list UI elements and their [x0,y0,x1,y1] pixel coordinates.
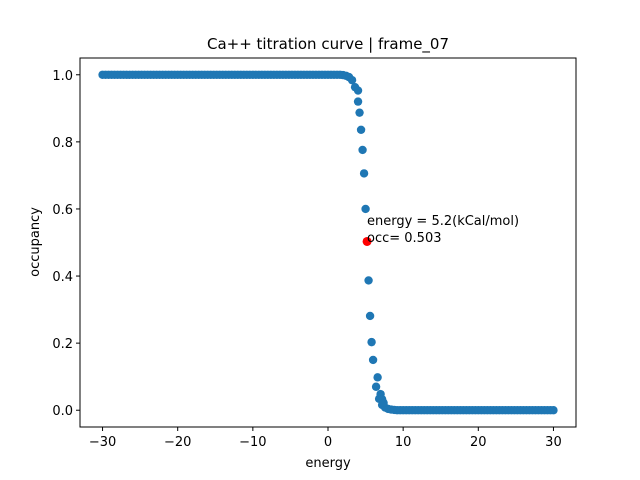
y-axis-label: occupancy [28,207,43,277]
x-tick-label: 30 [545,435,562,450]
x-tick-label: 0 [324,435,332,450]
data-point [356,125,366,134]
y-tick-label: 1.0 [52,69,73,84]
x-tick-label: −30 [89,435,116,450]
data-point [549,406,558,415]
axes-frame [79,57,577,428]
y-axis-ticks: 0.0 0.2 0.4 0.6 0.8 1.0 [52,69,80,419]
y-tick-label: 0.4 [52,270,73,285]
data-point [371,382,381,391]
data-point [359,169,369,178]
annotation-energy: energy = 5.2(kCal/mol) [367,214,519,229]
highlight-point [362,236,372,246]
data-point [355,108,364,117]
data-point [367,337,376,347]
data-points [98,70,558,415]
data-point [364,276,373,285]
x-tick-label: 20 [470,435,487,450]
data-point [361,204,370,214]
x-tick-label: −20 [164,435,191,450]
plot-area: −30 −20 −10 0 10 20 30 0.0 0.2 0.4 0.6 0.8 1.0 [52,57,577,450]
y-tick-label: 0.0 [52,404,73,419]
x-tick-label: 10 [395,435,412,450]
y-tick-label: 0.2 [52,337,73,352]
annotation-occupancy: occ= 0.503 [367,231,442,246]
data-point [373,373,382,382]
data-point [347,75,357,85]
data-point [358,145,367,155]
y-tick-label: 0.6 [52,203,73,218]
x-axis-label: energy [305,456,351,471]
x-axis-ticks: −30 −20 −10 0 10 20 30 [89,427,562,450]
x-tick-label: −10 [239,435,266,450]
data-point [353,86,363,95]
data-point [365,311,375,321]
data-point [368,355,378,365]
data-point [353,97,363,106]
chart-title: Ca++ titration curve | frame_07 [207,35,449,54]
data-point [379,398,388,408]
y-tick-label: 0.8 [52,136,73,151]
